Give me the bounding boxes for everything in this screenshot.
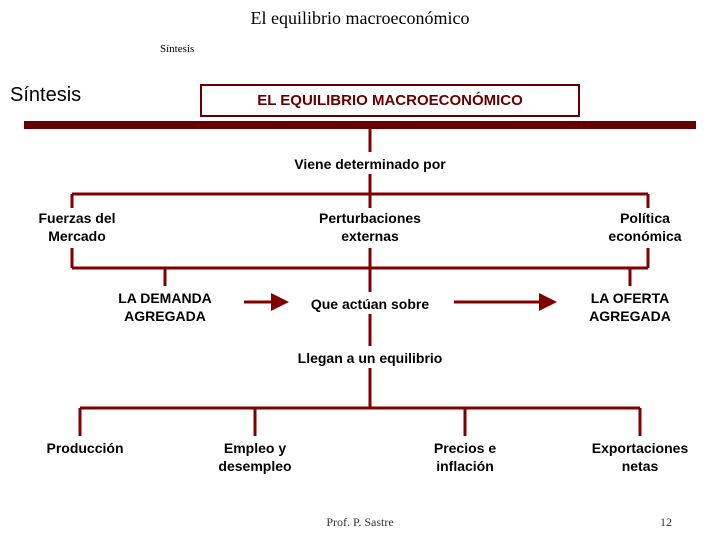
node-external-pert: Perturbacionesexternas bbox=[290, 210, 450, 245]
node-prices: Precios einflación bbox=[400, 440, 530, 475]
node-production: Producción bbox=[20, 440, 150, 458]
section-label: Síntesis bbox=[10, 84, 81, 107]
node-equilibrium: Llegan a un equilibrio bbox=[260, 350, 480, 368]
red-underline-bar bbox=[24, 121, 696, 129]
footer-author: Prof. P. Sastre bbox=[0, 515, 720, 530]
subtitle-small: Síntesis bbox=[160, 43, 720, 55]
main-title-box: EL EQUILIBRIO MACROECONÓMICO bbox=[200, 84, 580, 117]
node-agg-demand: LA DEMANDAAGREGADA bbox=[90, 290, 240, 325]
node-determined-by: Viene determinado por bbox=[260, 156, 480, 174]
node-market-forces: Fuerzas delMercado bbox=[12, 210, 142, 245]
node-agg-supply: LA OFERTAAGREGADA bbox=[560, 290, 700, 325]
node-exports: Exportacionesnetas bbox=[570, 440, 710, 475]
node-employment: Empleo ydesempleo bbox=[190, 440, 320, 475]
node-act-on: Que actúan sobre bbox=[290, 296, 450, 314]
slide-title: El equilibrio macroeconómico bbox=[0, 0, 720, 29]
node-econ-policy: Políticaeconómica bbox=[580, 210, 710, 245]
footer-page-number: 12 bbox=[660, 515, 672, 530]
